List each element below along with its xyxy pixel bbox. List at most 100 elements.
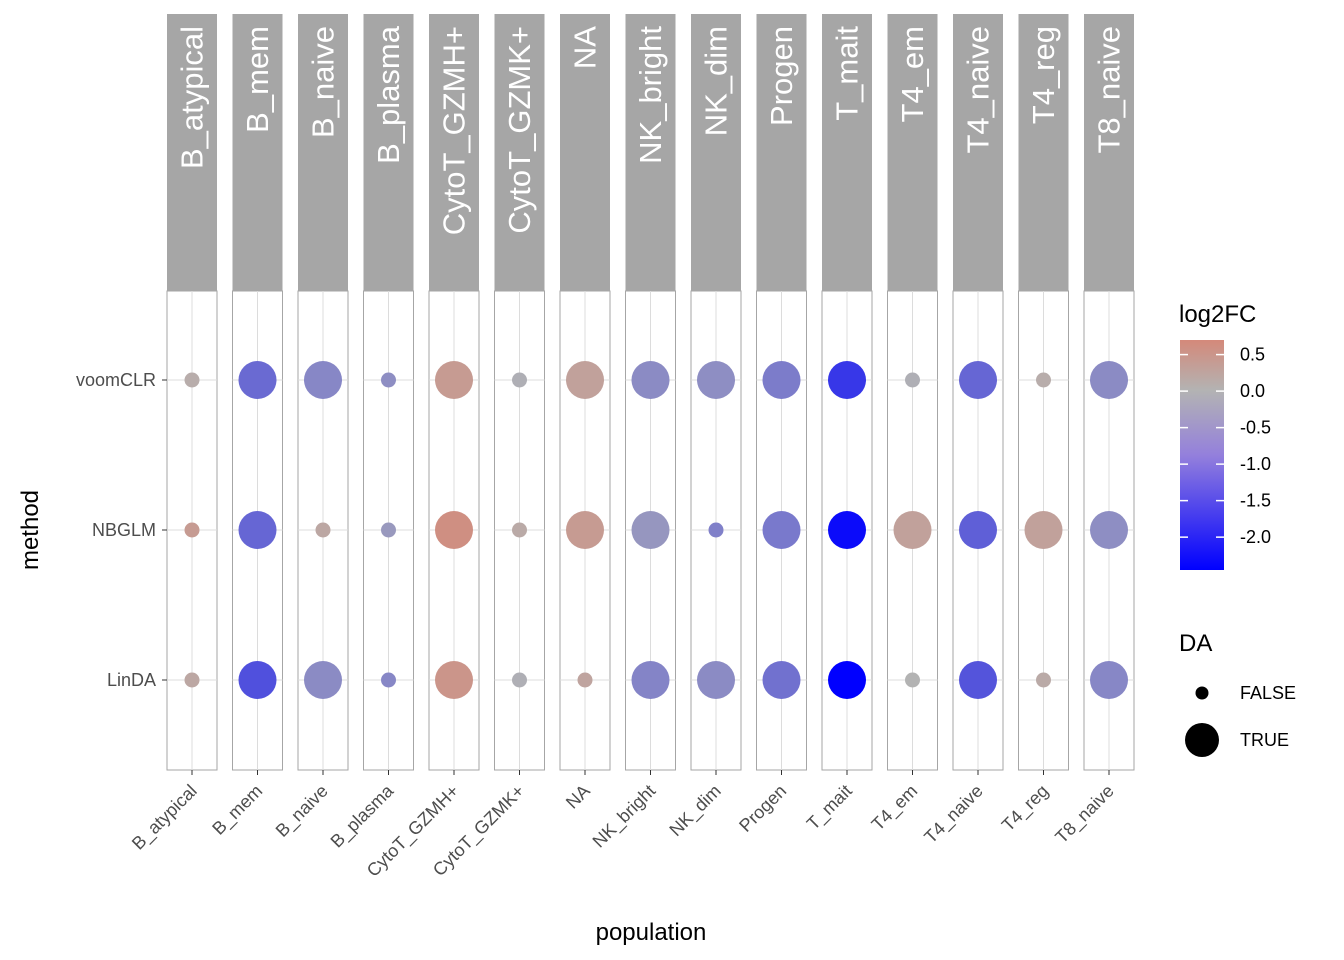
x-tick-label: T4_em bbox=[868, 781, 922, 835]
data-point-voomCLR-NA bbox=[566, 361, 604, 399]
facet-strip-label: B_mem bbox=[240, 26, 275, 133]
data-point-LinDA-B_naive bbox=[304, 661, 342, 699]
data-point-LinDA-T4_em bbox=[905, 672, 920, 688]
y-axis-title: method bbox=[17, 490, 44, 570]
facet-strip bbox=[429, 14, 479, 291]
color-legend-title: log2FC bbox=[1179, 301, 1256, 328]
data-point-NBGLM-B_atypical bbox=[184, 522, 200, 538]
data-point-voomCLR-B_plasma bbox=[381, 372, 396, 388]
facet-panel-NK_dim: NK_dim bbox=[690, 14, 742, 771]
facet-strip-label: T4_em bbox=[895, 26, 930, 122]
data-point-LinDA-NK_bright bbox=[631, 661, 670, 699]
data-point-LinDA-B_mem bbox=[238, 661, 277, 699]
data-point-NBGLM-NK_bright bbox=[631, 511, 670, 549]
x-tick-label: B_mem bbox=[208, 781, 267, 840]
data-point-NBGLM-T4_em bbox=[893, 511, 932, 549]
y-tick-label-NBGLM: NBGLM bbox=[92, 520, 156, 540]
data-point-voomCLR-CytoT_GZMK+ bbox=[512, 372, 527, 388]
facet-panel-NA: NA bbox=[559, 14, 611, 771]
data-point-voomCLR-B_atypical bbox=[184, 372, 200, 388]
data-point-voomCLR-T4_em bbox=[905, 372, 920, 388]
x-tick-label: B_atypical bbox=[128, 781, 202, 855]
data-point-LinDA-T4_reg bbox=[1036, 672, 1051, 688]
x-tick-label: NK_dim bbox=[665, 781, 725, 841]
facet-strip-label: NK_dim bbox=[699, 26, 734, 136]
facet-strip bbox=[560, 14, 610, 291]
size-legend-title: DA bbox=[1179, 630, 1212, 657]
facet-panel-T_mait: T_mait bbox=[821, 14, 873, 771]
facet-panels: B_atypical B_mem B_naive B_plasma CytoT_GZMH… bbox=[166, 14, 1135, 771]
size-legend-key-TRUE bbox=[1185, 723, 1219, 757]
x-axis: B_atypical B_mem B_naiveB_plasmaCytoT_GZMH… bbox=[128, 770, 1119, 881]
facet-strip-label: CytoT_GZMK+ bbox=[502, 26, 537, 234]
size-legend-key-FALSE bbox=[1195, 686, 1209, 700]
facet-strip-label: Progen bbox=[764, 26, 799, 126]
data-point-voomCLR-T8_naive bbox=[1090, 361, 1128, 399]
facet-strip-label: B_naive bbox=[306, 26, 341, 138]
facet-strip bbox=[363, 14, 414, 291]
color-legend-label: -2.0 bbox=[1240, 527, 1271, 547]
x-tick-label: T4_naive bbox=[920, 781, 987, 848]
data-point-voomCLR-T_mait bbox=[828, 361, 866, 399]
data-point-LinDA-Progen bbox=[762, 661, 801, 699]
facet-strip-label: B_atypical bbox=[175, 26, 210, 169]
data-point-NBGLM-B_naive bbox=[315, 522, 331, 538]
facet-strip bbox=[822, 14, 872, 291]
x-tick-label: T4_reg bbox=[998, 781, 1053, 836]
facet-strip bbox=[167, 14, 217, 291]
y-tick-label-LinDA: LinDA bbox=[107, 670, 156, 690]
color-legend: log2FC 0.5 0.0 -0.5 -1.0 -1.5 -2.0 bbox=[1179, 301, 1271, 570]
facet-strip-label: T8_naive bbox=[1092, 26, 1127, 154]
color-legend-label: 0.0 bbox=[1240, 381, 1265, 401]
facet-strip-label: T_mait bbox=[830, 26, 865, 121]
y-tick-label-voomCLR: voomCLR bbox=[76, 370, 156, 390]
data-point-LinDA-NA bbox=[577, 672, 593, 688]
x-tick-label: NA bbox=[562, 781, 594, 813]
y-axis: voomCLR NBGLM LinDA bbox=[76, 370, 167, 690]
facet-strip bbox=[756, 14, 807, 291]
facet-panel-T8_naive: T8_naive bbox=[1083, 14, 1135, 771]
data-point-LinDA-NK_dim bbox=[697, 661, 735, 699]
facet-strip bbox=[494, 14, 545, 291]
data-point-NBGLM-T4_naive bbox=[959, 511, 997, 549]
data-point-LinDA-T_mait bbox=[828, 661, 866, 699]
facet-strip bbox=[1018, 14, 1069, 291]
facet-panel-CytoT_GZMH+: CytoT_GZMH+ bbox=[428, 14, 480, 771]
data-point-NBGLM-CytoT_GZMH+ bbox=[435, 511, 473, 549]
data-point-LinDA-B_plasma bbox=[381, 672, 396, 688]
data-point-voomCLR-T4_naive bbox=[959, 361, 997, 399]
facet-strip bbox=[298, 14, 348, 291]
data-point-LinDA-B_atypical bbox=[184, 672, 200, 688]
facet-strip bbox=[887, 14, 938, 291]
data-point-LinDA-T8_naive bbox=[1090, 661, 1128, 699]
data-point-voomCLR-NK_dim bbox=[697, 361, 735, 399]
size-legend-label: TRUE bbox=[1240, 730, 1289, 750]
data-point-voomCLR-NK_bright bbox=[631, 361, 670, 399]
x-tick-label: Progen bbox=[735, 781, 790, 836]
data-point-NBGLM-T8_naive bbox=[1090, 511, 1128, 549]
data-point-NBGLM-NK_dim bbox=[708, 522, 724, 538]
size-legend-items: FALSE TRUE bbox=[1185, 683, 1296, 757]
facet-panel-B_mem: B_mem bbox=[232, 14, 283, 771]
facet-strip-label: B_plasma bbox=[371, 25, 406, 164]
data-point-LinDA-CytoT_GZMH+ bbox=[435, 661, 473, 699]
data-point-voomCLR-B_mem bbox=[238, 361, 277, 399]
x-tick-label: T_mait bbox=[803, 781, 857, 835]
data-point-NBGLM-B_plasma bbox=[381, 522, 396, 538]
facet-strip bbox=[625, 14, 676, 291]
x-axis-title: population bbox=[596, 919, 707, 946]
size-legend: DA FALSE TRUE bbox=[1179, 630, 1296, 757]
data-point-NBGLM-T_mait bbox=[828, 511, 866, 549]
facet-strip-label: T4_naive bbox=[961, 26, 996, 154]
x-tick-label: T8_naive bbox=[1051, 781, 1118, 848]
facet-strip-label: NK_bright bbox=[633, 26, 668, 164]
facet-strip-label: CytoT_GZMH+ bbox=[437, 26, 472, 235]
facet-panel-B_atypical: B_atypical bbox=[166, 14, 218, 771]
color-legend-label: -1.0 bbox=[1240, 454, 1271, 474]
x-tick-label: NK_bright bbox=[589, 781, 660, 852]
facet-strip bbox=[1084, 14, 1134, 291]
data-point-NBGLM-T4_reg bbox=[1024, 511, 1063, 549]
facet-strip bbox=[953, 14, 1003, 291]
facet-panel-NK_bright: NK_bright bbox=[625, 14, 676, 771]
